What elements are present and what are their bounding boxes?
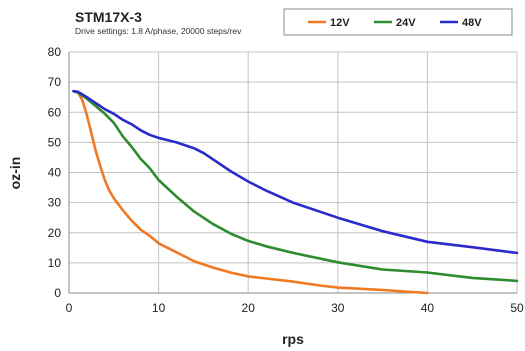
- x-tick-label: 0: [66, 301, 73, 315]
- grid: [69, 51, 518, 293]
- y-tick-label: 20: [48, 226, 62, 240]
- x-axis-label: rps: [282, 331, 304, 347]
- series-line-48v: [72, 89, 519, 255]
- y-axis-label: oz-in: [7, 157, 23, 190]
- chart-subtitle: Drive settings: 1.8 A/phase, 20000 steps…: [75, 26, 242, 36]
- legend-label-12v: 12V: [330, 17, 350, 29]
- x-tick-label: 20: [242, 301, 256, 315]
- x-tick-label: 50: [510, 301, 524, 315]
- y-tick-label: 30: [48, 196, 62, 210]
- y-tick-label: 50: [48, 135, 62, 149]
- x-tick-label: 10: [152, 301, 166, 315]
- y-tick-label: 40: [48, 166, 62, 180]
- y-tick-label: 10: [48, 256, 62, 270]
- axes: 0 10 20 30 40 50 60 70 80 0 10 20 30 40 50: [48, 45, 524, 315]
- y-tick-label: 60: [48, 105, 62, 119]
- x-tick-label: 30: [331, 301, 345, 315]
- x-tick-label: 40: [421, 301, 435, 315]
- legend-label-48v: 48V: [462, 17, 482, 29]
- series-lines: [72, 89, 519, 295]
- y-tick-label: 0: [54, 286, 61, 300]
- legend-label-24v: 24V: [396, 17, 416, 29]
- series-line-12v: [72, 89, 429, 295]
- legend: 12V 24V 48V: [308, 17, 482, 29]
- chart-title: STM17X-3: [75, 9, 142, 25]
- y-tick-label: 70: [48, 75, 62, 89]
- y-tick-label: 80: [48, 45, 62, 59]
- series-line-24v: [72, 89, 519, 283]
